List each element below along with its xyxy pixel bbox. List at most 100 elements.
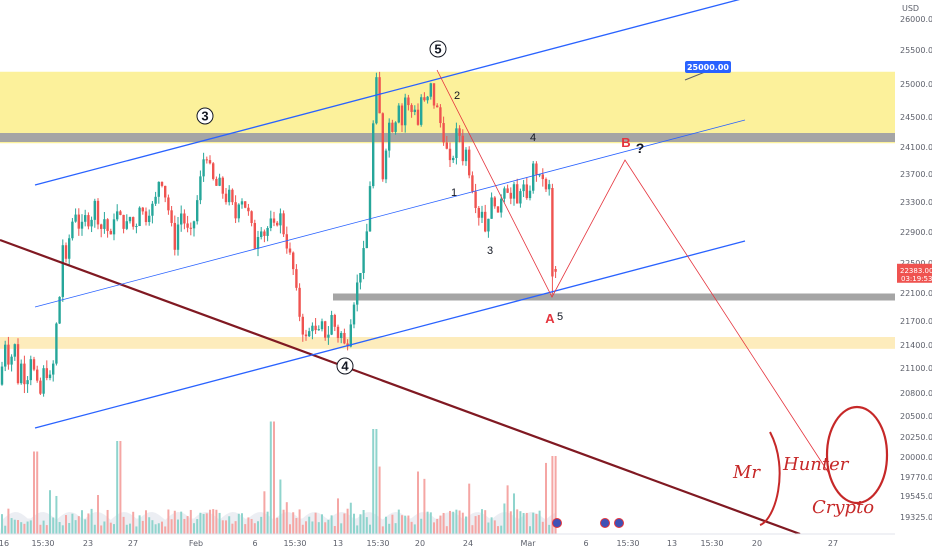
candle-body bbox=[429, 83, 432, 97]
candle-body bbox=[346, 343, 349, 347]
volume-bar bbox=[340, 523, 343, 534]
candle-body bbox=[183, 213, 186, 224]
volume-bar bbox=[183, 518, 186, 534]
volume-bar bbox=[263, 491, 266, 534]
volume-bar bbox=[519, 511, 522, 534]
volume-bar bbox=[122, 516, 125, 534]
candle-body bbox=[333, 315, 336, 327]
volume-bar bbox=[257, 521, 259, 534]
candle-body bbox=[263, 231, 266, 236]
candle-body bbox=[272, 218, 276, 223]
candle-body bbox=[356, 282, 359, 305]
volume-bar bbox=[372, 429, 375, 534]
candle-body bbox=[359, 272, 362, 283]
volume-bar bbox=[42, 520, 45, 534]
wave-label: 2 bbox=[454, 90, 460, 102]
volume-bar bbox=[253, 523, 256, 534]
candle-body bbox=[439, 107, 442, 124]
volume-bar bbox=[138, 515, 141, 534]
volume-bar bbox=[295, 518, 298, 534]
zone-support bbox=[0, 337, 895, 349]
volume-bar bbox=[337, 498, 339, 534]
volume-bar bbox=[410, 521, 413, 534]
volume-bar bbox=[279, 479, 282, 534]
candle-body bbox=[279, 213, 282, 226]
candle-body bbox=[304, 334, 308, 337]
level-resistance bbox=[0, 133, 895, 142]
candle-body bbox=[170, 210, 173, 223]
watermark-ring bbox=[825, 405, 889, 505]
volume-bar bbox=[285, 502, 288, 534]
candle-body bbox=[247, 207, 250, 212]
wave-label-circled: 3 bbox=[201, 109, 208, 124]
volume-bar bbox=[468, 483, 471, 534]
watermark-logo: Mr Hunter Crypto bbox=[732, 405, 889, 526]
candle-body bbox=[506, 188, 509, 193]
candle-body bbox=[48, 374, 52, 379]
candle-body bbox=[180, 213, 183, 225]
candle-body bbox=[541, 174, 544, 180]
volume-bar bbox=[442, 512, 445, 534]
x-tick-label: 15:30 bbox=[31, 539, 54, 548]
volume-bar bbox=[394, 523, 397, 534]
candle-body bbox=[205, 159, 208, 161]
wave-circle bbox=[429, 40, 447, 58]
candle-body bbox=[125, 221, 128, 229]
volume-bar bbox=[522, 512, 525, 534]
candle-body bbox=[141, 207, 144, 212]
volume-bar bbox=[39, 524, 42, 534]
volume-bar bbox=[177, 519, 179, 534]
candle-body bbox=[461, 135, 464, 162]
volume-bar bbox=[180, 511, 183, 534]
candle-body bbox=[173, 222, 176, 250]
candle-body bbox=[384, 150, 388, 180]
candle-body bbox=[349, 324, 352, 347]
volume-bar bbox=[493, 520, 496, 534]
volume-bar bbox=[429, 512, 432, 534]
x-tick-label: 24 bbox=[463, 539, 473, 548]
volume-bar bbox=[487, 522, 490, 534]
candle-body bbox=[256, 237, 260, 249]
candle-body bbox=[234, 202, 237, 219]
volume-bar bbox=[17, 520, 19, 534]
volume-bar bbox=[369, 524, 371, 534]
candle-body bbox=[20, 363, 23, 384]
y-tick-label: 25500.00 bbox=[900, 46, 932, 55]
candle-body bbox=[458, 128, 461, 136]
candle-body bbox=[32, 359, 36, 370]
volume-bar bbox=[484, 510, 487, 534]
volume-bar bbox=[13, 519, 16, 534]
candle-body bbox=[554, 269, 557, 272]
volume-bar bbox=[68, 523, 71, 534]
candle-body bbox=[237, 204, 240, 219]
x-tick-label: 15:30 bbox=[283, 539, 306, 548]
volume-bar bbox=[455, 509, 458, 534]
volume-bar bbox=[4, 525, 7, 534]
volume-bar bbox=[36, 451, 39, 534]
wave-label: 1 bbox=[451, 187, 457, 199]
candle-body bbox=[484, 211, 487, 232]
candle-body bbox=[64, 245, 68, 259]
volume-bar bbox=[423, 478, 426, 534]
candle-body bbox=[80, 221, 84, 229]
volume-bar bbox=[81, 510, 83, 534]
candle-body bbox=[532, 163, 535, 191]
candle-body bbox=[464, 149, 468, 162]
volume-bar bbox=[1, 514, 3, 534]
candle-body bbox=[253, 222, 256, 249]
candle-body bbox=[394, 122, 397, 132]
candle-body bbox=[151, 203, 154, 216]
candle-body bbox=[266, 228, 269, 236]
wave-circle bbox=[196, 107, 214, 125]
volume-layer bbox=[0, 421, 557, 534]
volume-bar bbox=[20, 522, 23, 534]
candle-body bbox=[301, 316, 304, 335]
candle-body bbox=[4, 344, 7, 367]
volume-bar bbox=[359, 514, 362, 534]
volume-bar bbox=[125, 524, 128, 534]
candle-body bbox=[164, 185, 167, 198]
volume-bar bbox=[193, 523, 195, 534]
candle-body bbox=[231, 189, 234, 203]
wave-label: 5 bbox=[557, 311, 563, 323]
